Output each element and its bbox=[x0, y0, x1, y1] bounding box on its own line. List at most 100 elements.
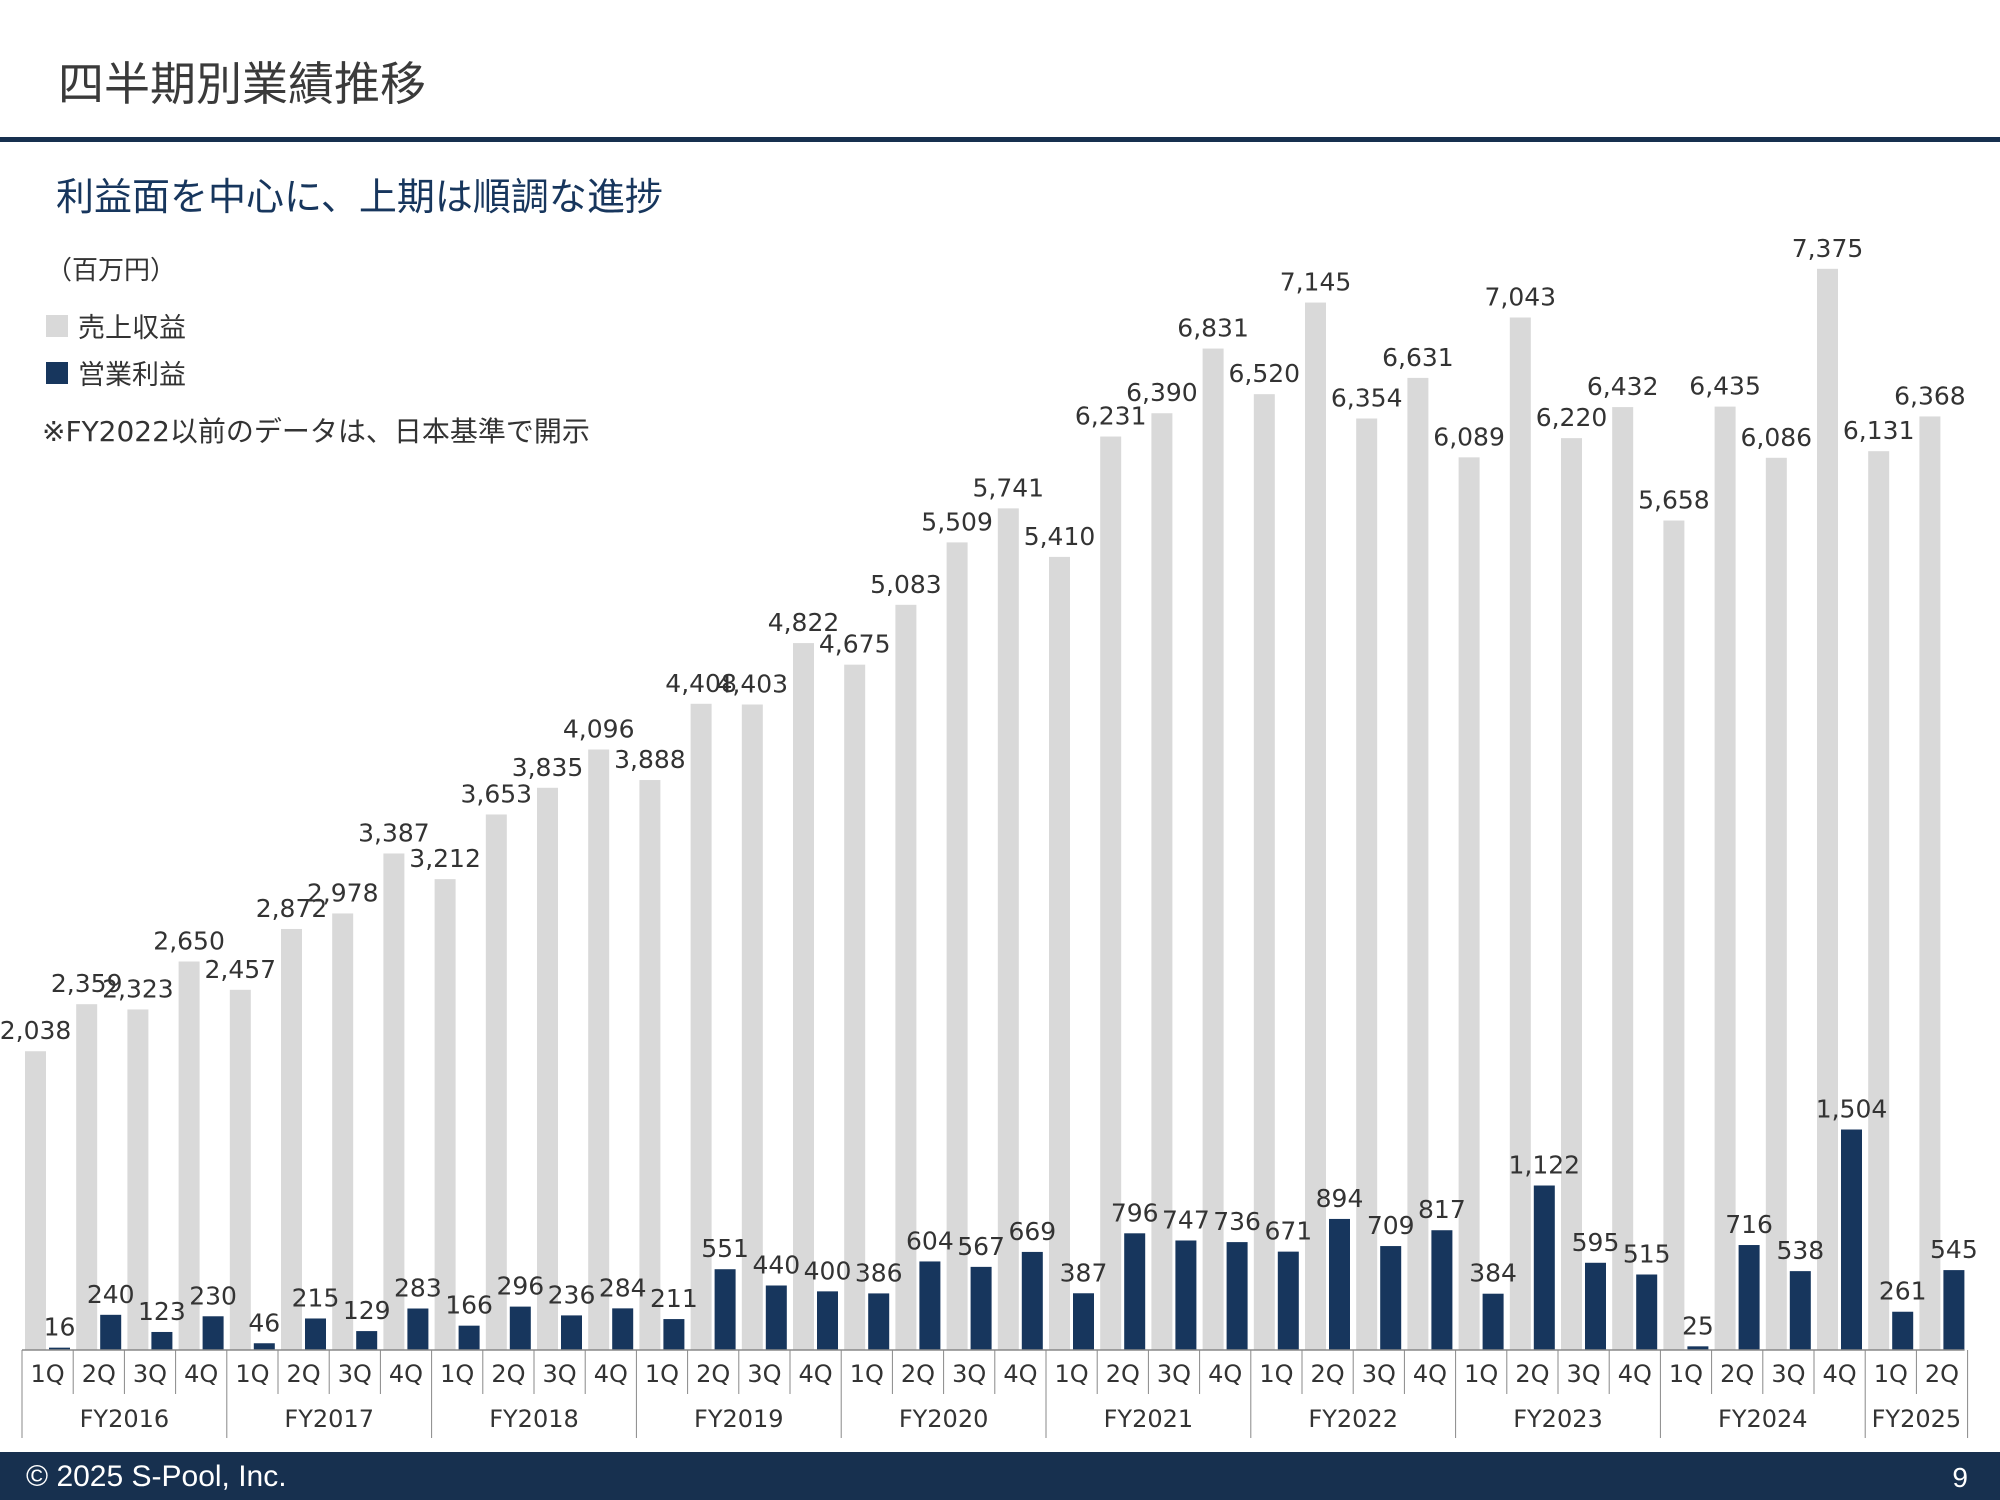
legend-swatch-revenue bbox=[46, 314, 68, 337]
operating-income-data-label: 400 bbox=[804, 1256, 852, 1285]
operating-income-bar bbox=[1431, 1230, 1453, 1350]
quarter-tick-label: 3Q bbox=[1157, 1360, 1191, 1388]
quarter-tick-label: 3Q bbox=[543, 1360, 577, 1388]
revenue-data-label: 5,509 bbox=[921, 507, 993, 536]
quarter-tick-label: 1Q bbox=[850, 1360, 884, 1388]
revenue-bar bbox=[1253, 394, 1275, 1351]
revenue-bar bbox=[1561, 438, 1582, 1350]
operating-income-bar bbox=[663, 1319, 685, 1350]
revenue-data-label: 2,457 bbox=[205, 955, 277, 984]
copyright: © 2025 S-Pool, Inc. bbox=[26, 1460, 287, 1493]
operating-income-data-label: 236 bbox=[548, 1280, 596, 1309]
revenue-data-label: 2,323 bbox=[102, 974, 174, 1003]
revenue-data-label: 7,043 bbox=[1485, 282, 1557, 311]
operating-income-bar bbox=[561, 1315, 582, 1350]
operating-income-data-label: 817 bbox=[1418, 1195, 1466, 1224]
fiscal-year-label: FY2023 bbox=[1513, 1405, 1603, 1433]
revenue-bar bbox=[588, 749, 610, 1350]
revenue-data-label: 2,650 bbox=[153, 927, 225, 956]
quarter-tick-label: 1Q bbox=[645, 1360, 679, 1388]
revenue-bar bbox=[1049, 556, 1070, 1350]
revenue-bar bbox=[1714, 406, 1736, 1350]
operating-income-data-label: 387 bbox=[1060, 1258, 1108, 1287]
revenue-bar bbox=[1765, 457, 1787, 1351]
quarter-tick-label: 4Q bbox=[1003, 1360, 1037, 1388]
unit-label: （百万円） bbox=[46, 256, 177, 286]
revenue-data-label: 6,831 bbox=[1177, 314, 1249, 343]
operating-income-data-label: 129 bbox=[343, 1296, 391, 1325]
slide-subtitle: 利益面を中心に、上期は順調な進捗 bbox=[56, 175, 663, 219]
revenue-data-label: 3,653 bbox=[461, 779, 533, 808]
fiscal-year-label: FY2024 bbox=[1718, 1405, 1808, 1433]
operating-income-bar bbox=[407, 1308, 429, 1350]
quarter-tick-label: 1Q bbox=[1055, 1360, 1089, 1388]
quarter-tick-label: 2Q bbox=[1106, 1360, 1140, 1388]
fiscal-year-label: FY2016 bbox=[80, 1405, 170, 1433]
revenue-data-label: 6,432 bbox=[1587, 372, 1659, 401]
operating-income-bar bbox=[1687, 1346, 1709, 1350]
operating-income-bar bbox=[458, 1325, 480, 1350]
revenue-bar bbox=[1407, 377, 1429, 1350]
operating-income-bar bbox=[1841, 1129, 1862, 1350]
revenue-data-label: 6,354 bbox=[1331, 384, 1403, 413]
operating-income-data-label: 545 bbox=[1930, 1235, 1978, 1264]
operating-income-data-label: 567 bbox=[957, 1232, 1005, 1261]
operating-income-bar bbox=[1175, 1240, 1197, 1350]
revenue-bar bbox=[1202, 348, 1224, 1350]
fiscal-year-label: FY2025 bbox=[1872, 1405, 1962, 1433]
fiscal-year-label: FY2018 bbox=[489, 1405, 579, 1433]
operating-income-data-label: 671 bbox=[1264, 1217, 1312, 1246]
revenue-bar bbox=[1458, 457, 1480, 1350]
operating-income-bar bbox=[1124, 1233, 1146, 1350]
revenue-bar bbox=[1305, 302, 1326, 1351]
quarter-tick-label: 2Q bbox=[696, 1360, 730, 1388]
revenue-data-label: 3,387 bbox=[358, 818, 430, 847]
operating-income-bar bbox=[1636, 1274, 1658, 1350]
operating-income-data-label: 440 bbox=[752, 1250, 800, 1279]
operating-income-data-label: 538 bbox=[1776, 1236, 1824, 1265]
quarter-tick-label: 1Q bbox=[31, 1360, 65, 1388]
quarter-tick-label: 2Q bbox=[901, 1360, 935, 1388]
revenue-data-label: 4,096 bbox=[563, 715, 635, 744]
page-number: 9 bbox=[1952, 1462, 1968, 1493]
quarter-tick-label: 1Q bbox=[1669, 1360, 1703, 1388]
operating-income-bar bbox=[151, 1331, 173, 1350]
revenue-data-label: 5,410 bbox=[1024, 522, 1096, 551]
operating-income-data-label: 283 bbox=[394, 1274, 442, 1303]
operating-income-bar bbox=[356, 1331, 378, 1350]
data-note: ※FY2022以前のデータは、日本基準で開示 bbox=[42, 415, 590, 448]
revenue-bar bbox=[127, 1009, 149, 1350]
operating-income-data-label: 261 bbox=[1879, 1277, 1927, 1306]
quarter-tick-label: 4Q bbox=[594, 1360, 628, 1388]
operating-income-bar bbox=[919, 1261, 941, 1350]
revenue-bar bbox=[1100, 436, 1122, 1350]
operating-income-bar bbox=[253, 1343, 275, 1350]
revenue-data-label: 7,375 bbox=[1792, 234, 1864, 263]
operating-income-bar bbox=[970, 1266, 992, 1350]
quarter-tick-label: 1Q bbox=[1464, 1360, 1498, 1388]
revenue-data-label: 6,220 bbox=[1536, 403, 1608, 432]
operating-income-bar bbox=[1482, 1293, 1504, 1350]
revenue-bar bbox=[76, 1004, 98, 1350]
operating-income-bar bbox=[817, 1291, 838, 1350]
revenue-bar bbox=[946, 542, 968, 1350]
operating-income-data-label: 894 bbox=[1316, 1184, 1364, 1213]
revenue-data-label: 5,658 bbox=[1638, 486, 1710, 515]
operating-income-data-label: 384 bbox=[1469, 1259, 1517, 1288]
operating-income-bar bbox=[1789, 1271, 1811, 1350]
revenue-data-label: 5,741 bbox=[973, 473, 1045, 502]
fiscal-year-label: FY2017 bbox=[284, 1405, 374, 1433]
page-title: 四半期別業績推移 bbox=[58, 57, 426, 111]
quarter-tick-label: 3Q bbox=[338, 1360, 372, 1388]
quarter-tick-label: 1Q bbox=[1874, 1360, 1908, 1388]
revenue-data-label: 3,888 bbox=[614, 745, 686, 774]
quarter-tick-label: 2Q bbox=[82, 1360, 116, 1388]
revenue-data-label: 2,359 bbox=[51, 969, 123, 998]
quarter-tick-label: 2Q bbox=[1515, 1360, 1549, 1388]
operating-income-bar bbox=[714, 1269, 736, 1350]
revenue-bar bbox=[639, 780, 661, 1350]
operating-income-bar bbox=[1073, 1293, 1094, 1350]
fiscal-year-label: FY2020 bbox=[899, 1405, 989, 1433]
operating-income-bar bbox=[202, 1316, 224, 1350]
